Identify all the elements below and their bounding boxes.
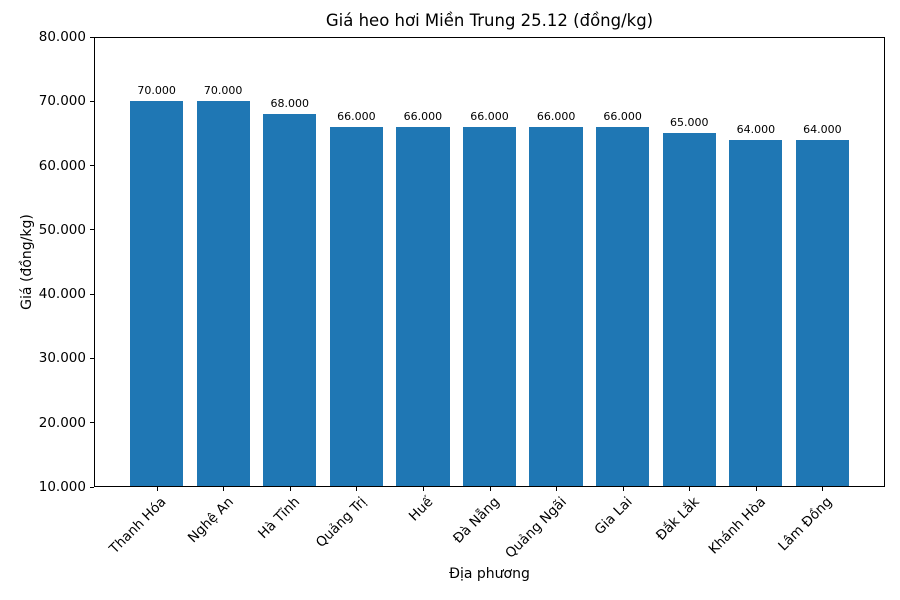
x-tick-label: Lâm Đồng: [775, 494, 836, 555]
bar: [129, 101, 184, 486]
bar-value-label: 66.000: [337, 110, 376, 123]
y-tick-label: 60.000: [38, 157, 86, 174]
x-tick-label: Nghệ An: [184, 494, 237, 547]
x-tick-mark: [689, 487, 691, 491]
x-tick-mark: [822, 487, 824, 491]
bar-value-label: 66.000: [603, 110, 642, 123]
x-tick-label: Quảng Trị: [312, 494, 370, 551]
bar: [396, 127, 450, 486]
y-tick-label: 30.000: [38, 350, 86, 367]
bar-value-label: 70.000: [203, 84, 243, 98]
y-tick-mark: [90, 100, 94, 102]
x-tick-mark: [289, 487, 291, 491]
bar: [196, 101, 250, 486]
x-tick-mark: [223, 487, 225, 491]
x-tick-mark: [556, 487, 558, 491]
y-tick-label: 40.000: [38, 286, 86, 303]
x-tick-label: Quảng Ngãi: [501, 494, 570, 562]
bar-value-label: 66.000: [403, 110, 443, 123]
y-tick-label: 50.000: [38, 221, 86, 238]
x-tick-mark: [422, 487, 424, 491]
x-tick-label: Gia Lai: [591, 494, 636, 539]
bar: [529, 127, 583, 486]
y-tick-label: 70.000: [38, 93, 86, 110]
bar-value-label: 68.000: [270, 97, 310, 111]
y-tick-mark: [90, 357, 94, 359]
bar: [596, 127, 650, 486]
y-tick-label: 10.000: [38, 479, 86, 495]
x-tick-label: Thanh Hóa: [106, 494, 170, 558]
y-tick-mark: [90, 486, 94, 488]
x-tick-mark: [356, 487, 358, 491]
bar-value-label: 65.000: [669, 116, 709, 130]
y-tick-mark: [90, 165, 94, 167]
x-axis-label: Địa phương: [449, 566, 530, 582]
bar-value-label: 64.000: [736, 122, 776, 136]
y-tick-label: 80.000: [38, 29, 86, 45]
bar-value-label: 70.000: [137, 84, 176, 98]
x-tick-label: Đà Nẵng: [450, 494, 503, 547]
x-tick-label: Đắk Lắk: [652, 494, 703, 544]
x-tick-mark: [622, 487, 624, 491]
bar: [263, 114, 317, 486]
y-tick-label: 20.000: [38, 414, 86, 431]
chart-title: Giá heo hơi Miền Trung 25.12 (đồng/kg): [325, 11, 654, 30]
bar: [662, 133, 716, 486]
bar: [462, 127, 517, 486]
x-tick-mark: [156, 487, 158, 491]
bar: [329, 127, 383, 486]
y-tick-mark: [90, 36, 94, 38]
x-tick-label: Hà Tĩnh: [255, 494, 304, 542]
bar-value-label: 64.000: [803, 122, 842, 136]
y-tick-mark: [90, 293, 94, 295]
x-tick-mark: [755, 487, 757, 491]
x-tick-label: Huế: [405, 494, 437, 525]
bar: [729, 139, 783, 486]
bar: [795, 139, 850, 486]
y-tick-mark: [90, 229, 94, 231]
x-tick-mark: [489, 487, 491, 491]
x-tick-label: Khánh Hòa: [705, 494, 770, 558]
bar-value-label: 66.000: [470, 110, 509, 123]
bar-value-label: 66.000: [536, 110, 576, 123]
y-tick-mark: [90, 422, 94, 424]
